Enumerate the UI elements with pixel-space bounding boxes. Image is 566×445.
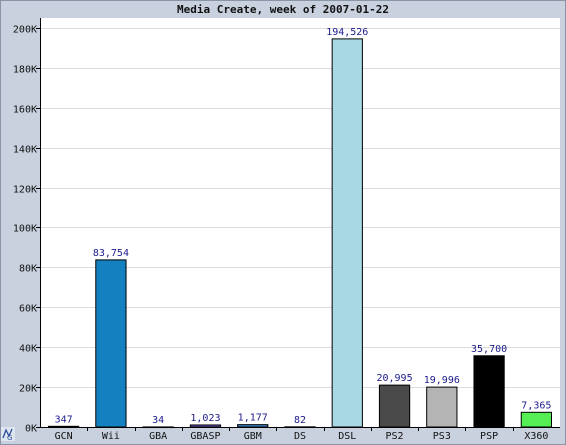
plot-area xyxy=(40,18,560,427)
x-tick-label: PSP xyxy=(480,431,498,442)
chart-title: Media Create, week of 2007-01-22 xyxy=(177,3,389,16)
x-tick-label: GBM xyxy=(244,431,262,442)
y-tick-label: 20K xyxy=(19,384,37,395)
bar-gba xyxy=(142,426,174,429)
data-label: 19,996 xyxy=(424,375,460,386)
y-tick-label: 180K xyxy=(13,65,37,76)
y-tick-label: 40K xyxy=(19,344,37,355)
x-tick-label: DSL xyxy=(338,431,356,442)
x-tick-label: GBASP xyxy=(190,431,220,442)
y-tick-label: 100K xyxy=(13,224,37,235)
data-label: 83,754 xyxy=(93,248,129,259)
x-tick-label: PS3 xyxy=(433,431,451,442)
y-tick-label: 60K xyxy=(19,304,37,315)
bar-gcn xyxy=(48,425,80,428)
y-tick-label: 80K xyxy=(19,264,37,275)
bar-x360 xyxy=(520,411,552,428)
bar-ps2 xyxy=(378,384,411,428)
bar-psp xyxy=(473,355,505,428)
data-label: 7,365 xyxy=(521,400,551,411)
data-label: 347 xyxy=(55,414,73,425)
data-label: 1,177 xyxy=(238,413,268,424)
bar-gbasp xyxy=(189,424,222,428)
data-label: 194,526 xyxy=(326,27,368,38)
y-tick-label: 200K xyxy=(13,25,37,36)
jpgraph-logo-icon: G xyxy=(1,427,15,441)
bar-ps3 xyxy=(426,386,458,428)
y-tick-label: 160K xyxy=(13,105,37,116)
bar-ds xyxy=(284,426,316,428)
x-tick-label: GBA xyxy=(149,431,167,442)
svg-text:G: G xyxy=(7,434,12,441)
data-label: 20,995 xyxy=(376,373,412,384)
y-tick-label: 120K xyxy=(13,185,37,196)
x-tick-label: X360 xyxy=(524,431,548,442)
data-label: 82 xyxy=(294,415,306,426)
x-tick-label: DS xyxy=(294,431,306,442)
x-tick-label: GCN xyxy=(55,431,73,442)
y-tick-label: 140K xyxy=(13,145,37,156)
y-tick-label: 0K xyxy=(25,424,37,435)
bar-wii xyxy=(95,259,127,428)
bar-dsl xyxy=(331,38,363,428)
data-label: 35,700 xyxy=(471,344,507,355)
x-tick-label: Wii xyxy=(102,431,120,442)
data-label: 1,023 xyxy=(190,413,220,424)
x-tick-label: PS2 xyxy=(386,431,404,442)
data-label: 34 xyxy=(152,415,164,426)
bar-gbm xyxy=(237,424,269,428)
